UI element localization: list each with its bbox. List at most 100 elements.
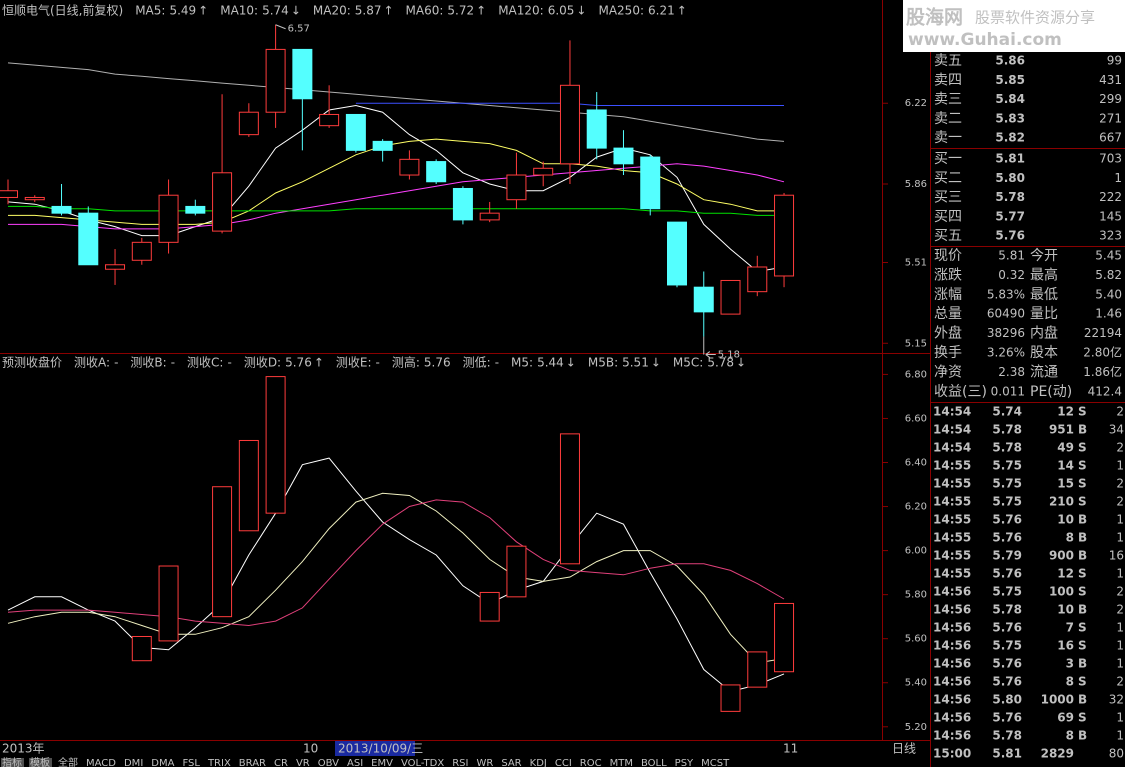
tab[interactable]: EMV xyxy=(370,758,395,767)
quote-label: 流通 xyxy=(1030,364,1058,380)
quote-label: 今开 xyxy=(1030,248,1058,264)
tab[interactable]: OBV xyxy=(316,758,341,767)
trade-volume: 10 xyxy=(1057,603,1074,617)
trade-side: B xyxy=(1078,603,1087,617)
tab[interactable]: BOLL xyxy=(639,758,669,767)
trade-volume: 2829 xyxy=(1041,747,1074,761)
tab-label[interactable]: RSI xyxy=(452,758,468,767)
legend-text: 测收C: xyxy=(187,356,223,370)
tab-label[interactable]: SAR xyxy=(501,758,521,767)
trade-price: 5.76 xyxy=(992,513,1022,527)
tab-label[interactable]: VOL-TDX xyxy=(401,758,444,767)
tab[interactable]: KDJ xyxy=(528,758,549,767)
tab-label[interactable]: FSL xyxy=(182,758,200,767)
quote-value: 0.32 xyxy=(998,268,1025,282)
candle-body xyxy=(238,439,259,532)
trade-volume: 951 xyxy=(1049,423,1074,437)
tab[interactable]: VOL-TDX xyxy=(399,758,447,767)
tab-label[interactable]: DMI xyxy=(124,758,143,767)
book-volume: 1 xyxy=(1114,171,1122,185)
tab-label[interactable]: 全部 xyxy=(58,756,78,767)
tab[interactable]: DMA xyxy=(150,758,177,767)
tab[interactable]: TRIX xyxy=(206,758,233,767)
tab[interactable]: VR xyxy=(294,758,312,767)
trade-volume: 210 xyxy=(1049,495,1074,509)
tab[interactable]: DMI xyxy=(122,758,146,767)
tab-label[interactable]: 指标 xyxy=(2,756,22,767)
book-label: 买三 xyxy=(934,190,962,206)
tab[interactable]: MCST xyxy=(700,758,732,767)
annotation-leader xyxy=(275,24,286,30)
tab[interactable]: MTM xyxy=(608,758,635,767)
legend-text: 测收E: xyxy=(336,356,372,370)
tab-label[interactable]: MCST xyxy=(701,758,730,767)
tab-label[interactable]: ASI xyxy=(347,758,363,767)
trade-volume: 12 xyxy=(1057,405,1074,419)
candle-body xyxy=(292,48,313,100)
tab[interactable]: CCI xyxy=(553,758,574,767)
quote-label: 涨跌 xyxy=(934,267,962,283)
tab-label[interactable]: KDJ xyxy=(530,758,547,767)
plot-area xyxy=(0,24,795,337)
tab[interactable]: SAR xyxy=(500,758,524,767)
tab-label[interactable]: DMA xyxy=(151,758,174,767)
tab-label[interactable]: WR xyxy=(476,758,493,767)
trade-volume: 8 xyxy=(1066,729,1074,743)
tab[interactable]: FSL xyxy=(181,758,202,767)
tab-label[interactable]: PSY xyxy=(675,758,694,767)
quote-value: 60490 xyxy=(987,307,1025,321)
trade-price: 5.76 xyxy=(992,711,1022,725)
tab[interactable]: WR xyxy=(475,758,496,767)
tab[interactable]: CR xyxy=(273,758,290,767)
period-label[interactable]: 日线 xyxy=(892,742,916,756)
tab-label[interactable]: CCI xyxy=(555,758,572,767)
trade-price: 5.80 xyxy=(992,693,1022,707)
logo-url: www.Guhai.com xyxy=(908,30,1062,50)
trade-time: 15:00 xyxy=(933,747,971,761)
trade-side: S xyxy=(1078,675,1087,689)
book-price: 5.77 xyxy=(995,209,1025,223)
tab-label[interactable]: CR xyxy=(274,758,288,767)
tab[interactable]: MACD xyxy=(85,758,118,767)
cursor-date: 2013/10/09/三 xyxy=(338,742,423,756)
trade-price: 5.78 xyxy=(992,729,1022,743)
trade-count: 1 xyxy=(1116,657,1124,671)
candle-body xyxy=(720,279,741,315)
tab[interactable]: PSY xyxy=(673,758,696,767)
legend-text: ↓ xyxy=(736,356,746,370)
tab-label[interactable]: VR xyxy=(296,758,310,767)
tab[interactable]: BRAR xyxy=(237,758,268,767)
trade-count: 2 xyxy=(1116,441,1124,455)
quote-value: 1.86亿 xyxy=(1083,364,1122,379)
tab-label[interactable]: BRAR xyxy=(239,758,266,767)
book-price: 5.81 xyxy=(995,152,1025,166)
tab-label[interactable]: TRIX xyxy=(207,758,231,767)
logo-background xyxy=(903,0,1125,52)
trade-volume: 900 xyxy=(1049,549,1074,563)
candle-body xyxy=(479,212,500,221)
candle-body xyxy=(693,286,714,313)
trade-volume: 8 xyxy=(1066,675,1074,689)
tab-label[interactable]: MTM xyxy=(610,758,633,767)
tab[interactable]: RSI xyxy=(451,758,471,767)
tab[interactable]: 全部 xyxy=(57,756,80,767)
tab[interactable]: ROC xyxy=(578,758,604,767)
trade-volume: 69 xyxy=(1057,711,1074,725)
book-volume: 323 xyxy=(1099,229,1122,243)
tab-label[interactable]: OBV xyxy=(318,758,339,767)
tab-label[interactable]: ROC xyxy=(580,758,602,767)
legend-text: - xyxy=(171,356,175,370)
trade-time: 14:54 xyxy=(933,441,971,455)
tab[interactable]: 指标 xyxy=(1,756,24,767)
candle-body xyxy=(533,167,554,176)
tab-label[interactable]: BOLL xyxy=(641,758,667,767)
y-tick-label: 5.40 xyxy=(905,678,927,689)
tab-background xyxy=(237,758,268,767)
tab[interactable]: 模板 xyxy=(29,756,52,767)
tab-label[interactable]: MACD xyxy=(86,758,116,767)
tab-label[interactable]: 模板 xyxy=(30,756,50,767)
tab-label[interactable]: EMV xyxy=(371,758,393,767)
tab[interactable]: ASI xyxy=(346,758,366,767)
